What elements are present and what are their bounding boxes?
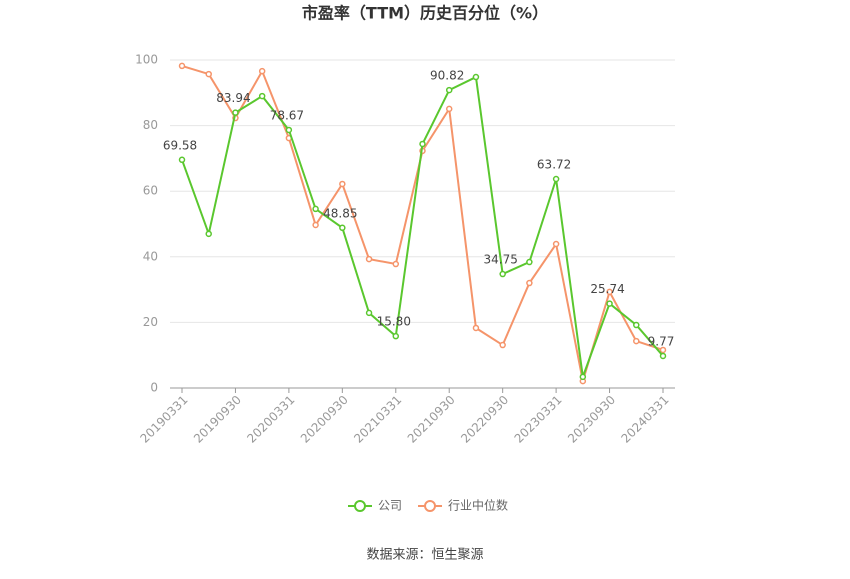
point	[633, 321, 640, 329]
point	[339, 180, 346, 188]
point	[285, 126, 293, 134]
legend-marker	[354, 500, 366, 512]
series-line	[181, 64, 664, 382]
x-tick-label: 20190331	[138, 393, 191, 446]
point	[606, 300, 613, 307]
data-label: 15.80	[377, 315, 411, 329]
point	[445, 86, 453, 94]
point	[178, 156, 186, 164]
point	[526, 258, 533, 266]
data-label: 63.72	[537, 157, 571, 171]
x-tick-label: 20190930	[191, 393, 244, 446]
y-tick-label: 60	[143, 184, 158, 198]
y-tick-label: 40	[143, 249, 158, 263]
x-tick-label: 20230331	[512, 393, 565, 446]
point	[205, 230, 212, 238]
point	[339, 224, 346, 232]
x-tick-label: 20210930	[405, 393, 458, 446]
point	[659, 346, 667, 354]
legend-item: 行业中位数	[418, 498, 508, 513]
legend-label: 公司	[378, 499, 402, 513]
data-label: 90.82	[430, 69, 464, 83]
y-tick-label: 20	[143, 315, 158, 329]
x-tick-label: 20230930	[565, 393, 618, 446]
y-tick-label: 80	[143, 118, 158, 132]
point	[392, 260, 400, 268]
series-line	[181, 75, 664, 378]
point	[526, 279, 533, 287]
point	[633, 337, 640, 345]
legend-marker	[424, 500, 437, 512]
point	[445, 105, 453, 113]
data-label: 48.85	[323, 206, 357, 220]
y-tick-label: 0	[150, 381, 158, 395]
x-tick-label: 20200331	[244, 393, 297, 446]
x-tick-label: 20220930	[458, 393, 511, 446]
point	[659, 352, 667, 360]
point	[472, 324, 480, 332]
data-label: 9.77	[648, 334, 675, 348]
point	[392, 332, 400, 340]
point	[205, 70, 212, 78]
x-tick-label: 20240331	[619, 393, 672, 446]
point	[579, 373, 587, 381]
point	[499, 270, 506, 278]
point	[258, 67, 266, 75]
data-label: 34.75	[483, 253, 517, 267]
point	[499, 341, 506, 349]
point	[552, 175, 560, 183]
x-tick-label: 20210331	[351, 393, 404, 446]
legend-label: 行业中位数	[448, 498, 508, 513]
point	[365, 309, 373, 317]
point	[552, 240, 560, 248]
chart-title: 市盈率（TTM）历史百分位（%）	[302, 4, 548, 23]
data-label: 69.58	[163, 138, 197, 152]
source: 数据来源：恒生聚源	[366, 548, 483, 563]
point	[419, 140, 426, 148]
point	[312, 205, 319, 213]
data-label: 25.74	[590, 282, 624, 296]
point	[606, 288, 613, 296]
y-tick-label: 100	[135, 53, 158, 67]
data-label: 78.67	[270, 108, 304, 122]
point	[232, 109, 239, 116]
point	[258, 92, 266, 100]
x-tick-label: 20200930	[298, 393, 351, 446]
data-label: 83.94	[216, 91, 250, 105]
point	[472, 73, 480, 81]
point	[365, 255, 373, 263]
legend-item: 公司	[348, 499, 402, 513]
point	[178, 62, 186, 70]
point	[312, 221, 319, 229]
